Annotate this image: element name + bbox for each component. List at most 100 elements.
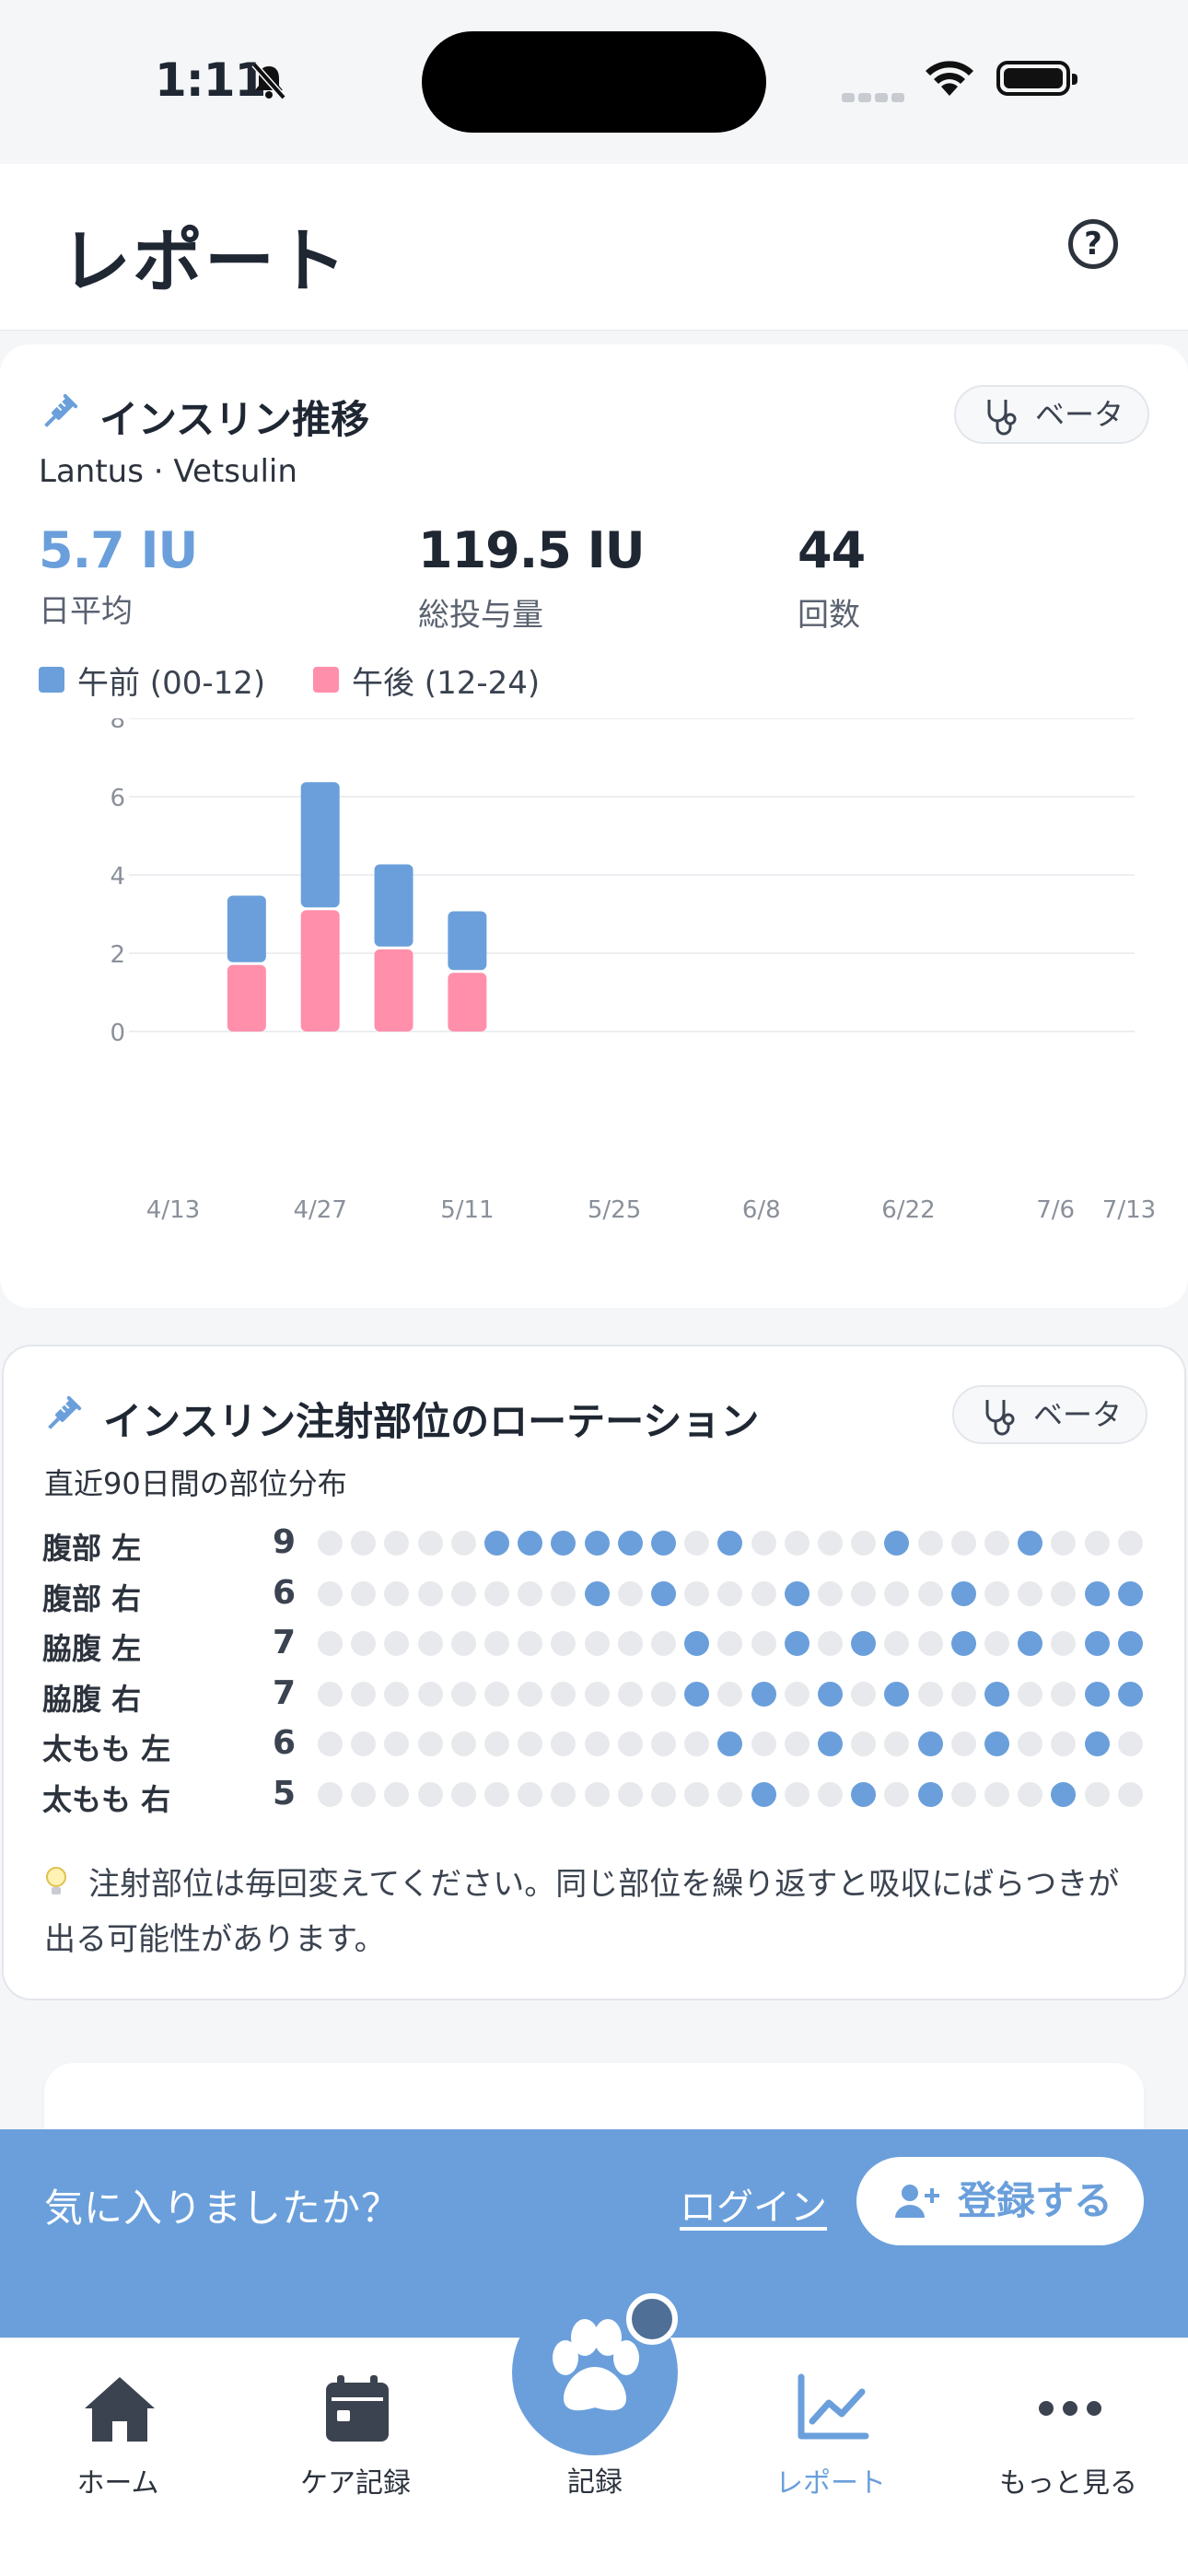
rotation-dot [818, 1531, 843, 1556]
stat-count-value: 44 [798, 521, 866, 579]
record-fab-button[interactable] [512, 2290, 678, 2455]
page-header: レポート ? [0, 164, 1188, 331]
rotation-site-count: 6 [273, 1724, 297, 1762]
rotation-dot [584, 1731, 610, 1756]
rotation-dot [1117, 1681, 1143, 1707]
rotation-dot [751, 1631, 776, 1656]
beta-badge: ベータ [952, 1385, 1147, 1444]
rotation-dot [1051, 1681, 1077, 1707]
rotation-dot [450, 1731, 476, 1756]
insulin-trend-title: インスリン推移 [99, 397, 370, 442]
x-tick-label: 4/27 [293, 1196, 346, 1224]
rotation-dot [417, 1681, 443, 1707]
rotation-dot [551, 1531, 577, 1556]
bar-pm [300, 910, 340, 1032]
rotation-dot [417, 1631, 443, 1656]
rotation-dot [518, 1531, 543, 1556]
status-bar: 1:11 [0, 0, 1188, 164]
rotation-dot [950, 1631, 976, 1656]
stat-total-dose-value: 119.5 IU [418, 521, 646, 579]
rotation-dot [1018, 1580, 1043, 1606]
rotation-subtitle: 直近90日間の部位分布 [44, 1466, 347, 1501]
rotation-site-label: 腹部 右 [42, 1580, 142, 1616]
rotation-dot [984, 1681, 1009, 1707]
rotation-dot [584, 1580, 610, 1606]
rotation-dot [1117, 1580, 1143, 1606]
rotation-dot [884, 1631, 910, 1656]
rotation-dot [950, 1531, 976, 1556]
battery-icon [996, 61, 1077, 96]
rotation-site-count: 5 [273, 1774, 297, 1813]
beta-badge-label: ベータ [1035, 397, 1124, 432]
cellular-signal-icon [842, 88, 908, 106]
rotation-dot [717, 1781, 743, 1807]
rotation-dot [484, 1631, 509, 1656]
paw-icon [553, 2319, 639, 2411]
rotation-dot [950, 1681, 976, 1707]
rotation-dot [318, 1681, 343, 1707]
rotation-dot [551, 1781, 577, 1807]
rotation-dot [1051, 1531, 1077, 1556]
rotation-dot [884, 1681, 910, 1707]
rotation-dot [984, 1781, 1009, 1807]
rotation-dot [450, 1631, 476, 1656]
rotation-dot [884, 1580, 910, 1606]
rotation-dot [1084, 1781, 1110, 1807]
rotation-dot [950, 1781, 976, 1807]
wifi-icon [926, 61, 973, 96]
rotation-dot [417, 1731, 443, 1756]
rotation-dot [318, 1631, 343, 1656]
x-tick-label: 7/13 [1102, 1196, 1156, 1224]
rotation-site-label: 太もも 右 [42, 1781, 171, 1817]
register-button[interactable]: 登録する [856, 2157, 1144, 2245]
stat-total-dose-label: 総投与量 [418, 597, 543, 634]
y-tick-label: 0 [110, 1020, 125, 1047]
rotation-site-count: 6 [273, 1573, 297, 1612]
rotation-dot [518, 1781, 543, 1807]
bar-am [448, 911, 487, 971]
rotation-dot [1117, 1781, 1143, 1807]
beta-badge: ベータ [954, 385, 1149, 444]
bell-muted-icon [251, 62, 286, 100]
rotation-dot [384, 1781, 410, 1807]
rotation-dot [1018, 1531, 1043, 1556]
y-tick-label: 6 [110, 785, 125, 812]
rotation-dot [651, 1681, 676, 1707]
rotation-dot [1117, 1631, 1143, 1656]
rotation-dot [1084, 1580, 1110, 1606]
tab-report-label: レポート [775, 2467, 886, 2500]
syringe-icon [48, 1395, 82, 1429]
legend-pm-label: 午後 (12-24) [352, 665, 541, 702]
help-icon[interactable]: ? [1068, 219, 1118, 269]
rotation-dot [1051, 1631, 1077, 1656]
rotation-dot [851, 1781, 877, 1807]
add-user-icon [895, 2185, 939, 2218]
rotation-dot [450, 1681, 476, 1707]
rotation-dot [551, 1580, 577, 1606]
rotation-dot [717, 1731, 743, 1756]
rotation-dot [384, 1580, 410, 1606]
rotation-dot [417, 1781, 443, 1807]
x-tick-label: 4/13 [146, 1196, 200, 1224]
rotation-dot [1018, 1731, 1043, 1756]
rotation-dot [684, 1781, 710, 1807]
tab-care-record-label: ケア記録 [300, 2467, 411, 2500]
rotation-dot [818, 1681, 843, 1707]
banner-question: 気に入りましたか？ [44, 2186, 402, 2231]
rotation-dot [1051, 1580, 1077, 1606]
rotation-dot [617, 1681, 643, 1707]
rotation-dot [518, 1580, 543, 1606]
legend-am-swatch [39, 667, 64, 693]
rotation-dot [384, 1681, 410, 1707]
rotation-dot [584, 1531, 610, 1556]
y-tick-label: 8 [110, 718, 125, 734]
login-link[interactable]: ログイン [680, 2186, 827, 2229]
rotation-dot [717, 1681, 743, 1707]
bar-am [227, 895, 266, 962]
tab-record-label: 記録 [567, 2466, 623, 2499]
rotation-dot [551, 1631, 577, 1656]
rotation-dot [417, 1580, 443, 1606]
stethoscope-icon [987, 400, 1017, 436]
rotation-dot [651, 1731, 676, 1756]
legend-pm-swatch [313, 667, 339, 693]
